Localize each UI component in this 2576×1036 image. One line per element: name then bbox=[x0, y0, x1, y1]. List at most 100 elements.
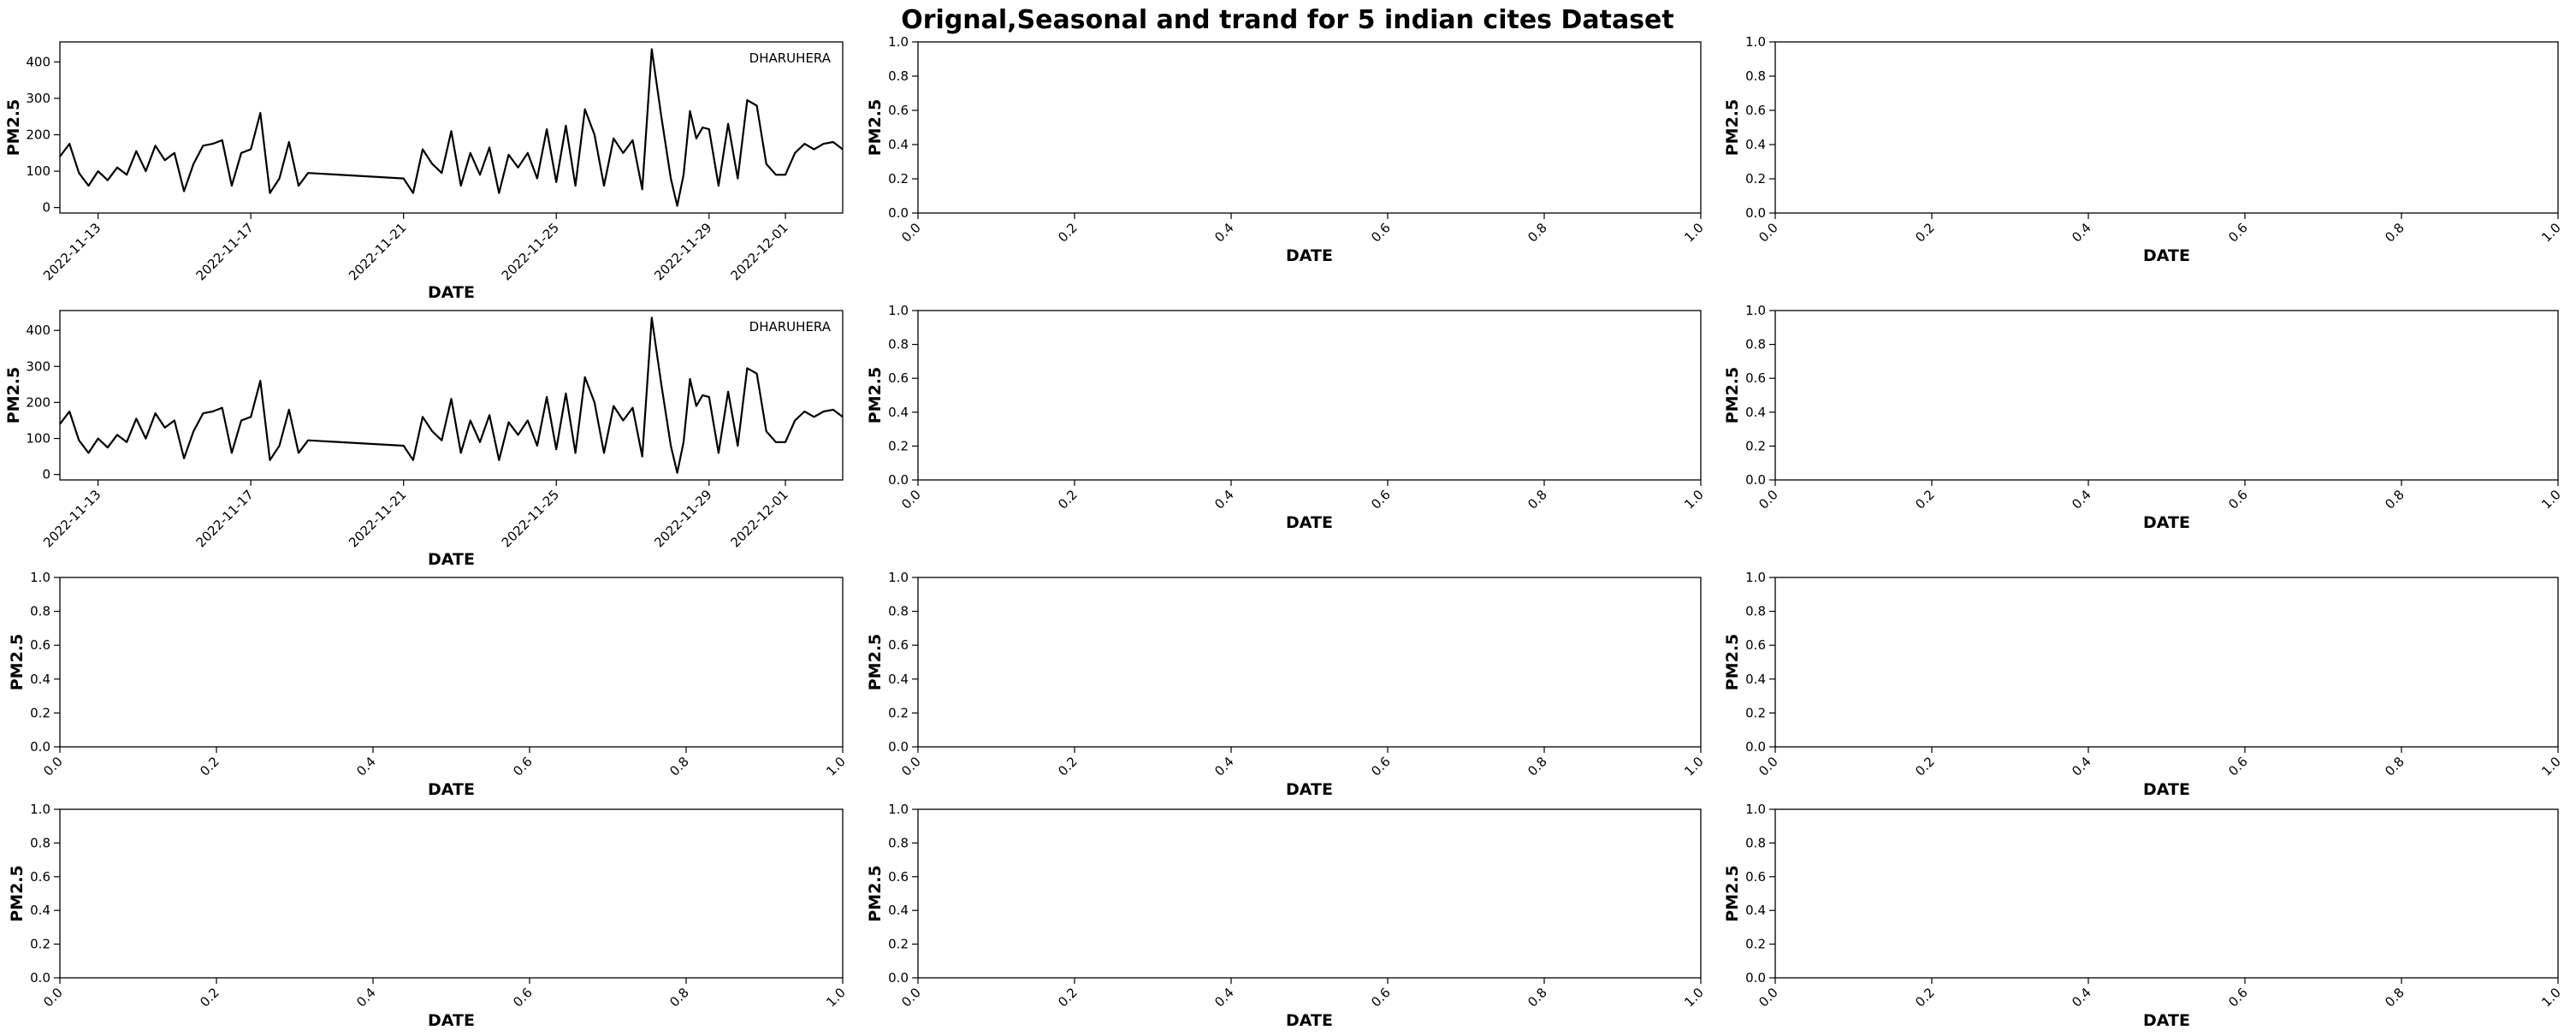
x-tick-label: 0.6 bbox=[2225, 754, 2251, 779]
y-tick-label: 100 bbox=[26, 431, 50, 447]
x-tick-label: 0.0 bbox=[898, 754, 924, 779]
x-tick-label: 0.8 bbox=[1525, 985, 1550, 1010]
legend-label: DHARUHERA bbox=[749, 319, 832, 334]
y-tick-label: 0.2 bbox=[1745, 438, 1766, 453]
y-tick-label: 0 bbox=[42, 200, 50, 216]
x-tick-label: 0.2 bbox=[1912, 985, 1938, 1010]
y-tick-label: 400 bbox=[26, 323, 50, 338]
x-axis-label: DATE bbox=[1286, 513, 1333, 532]
y-tick-label: 0.2 bbox=[1745, 705, 1766, 720]
x-tick-label: 0.4 bbox=[1211, 754, 1237, 779]
y-tick-label: 0.2 bbox=[1745, 171, 1766, 186]
subplot-row4-col1: 0.0 0.2 0.4 0.6 0.8 1.0 0.0 0.2 0.4 0.6 0.8 1.0 DATE… bbox=[8, 802, 849, 1030]
x-tick-label: 0.6 bbox=[2225, 487, 2251, 512]
y-axis-label: PM2.5 bbox=[1723, 99, 1742, 157]
y-tick-label: 0.8 bbox=[30, 604, 50, 619]
y-tick-label: 0.4 bbox=[1745, 137, 1766, 152]
y-tick-label: 0.6 bbox=[1745, 869, 1766, 885]
x-tick-label: 0.2 bbox=[1055, 754, 1081, 779]
y-tick-label: 0.6 bbox=[888, 869, 909, 885]
y-tick-label: 0.0 bbox=[888, 472, 909, 488]
x-tick-label: 2022-11-29 bbox=[651, 220, 714, 283]
y-tick-label: 0.4 bbox=[1745, 672, 1766, 687]
y-tick-label: 0.2 bbox=[888, 937, 909, 952]
x-tick-label: 0.8 bbox=[1525, 220, 1550, 246]
x-tick-label: 0.2 bbox=[1912, 754, 1938, 779]
x-tick-label: 0.8 bbox=[2382, 754, 2407, 779]
x-axis-label: DATE bbox=[428, 283, 475, 302]
y-tick-label: 400 bbox=[26, 54, 50, 69]
subplot-row4-col2: 0.0 0.2 0.4 0.6 0.8 1.0 0.0 0.2 0.4 0.6 0.8 1.0 DATE… bbox=[866, 802, 1707, 1030]
y-tick-label: 0.4 bbox=[1745, 405, 1766, 420]
x-tick-label: 2022-11-13 bbox=[40, 487, 104, 550]
y-axis-label: PM2.5 bbox=[866, 99, 885, 157]
x-tick-label: 0.8 bbox=[666, 985, 692, 1010]
y-axis-label: PM2.5 bbox=[1723, 634, 1742, 691]
y-tick-label: 0.8 bbox=[1745, 337, 1766, 352]
x-tick-label: 1.0 bbox=[823, 985, 849, 1010]
series-line-0 bbox=[59, 317, 844, 474]
y-tick-label: 1.0 bbox=[1745, 570, 1766, 585]
x-tick-label: 0.4 bbox=[2069, 754, 2094, 779]
figure-title: Orignal,Seasonal and trand for 5 indian … bbox=[901, 5, 1674, 35]
y-axis-label: PM2.5 bbox=[866, 367, 885, 424]
x-tick-label: 0.0 bbox=[40, 985, 66, 1010]
x-tick-label: 1.0 bbox=[2538, 220, 2564, 246]
x-tick-label: 0.0 bbox=[1756, 985, 1781, 1010]
y-tick-label: 0.6 bbox=[888, 103, 909, 118]
y-tick-label: 0.4 bbox=[888, 137, 909, 152]
axes-frame bbox=[1774, 310, 2559, 481]
y-tick-label: 0.2 bbox=[1745, 937, 1766, 952]
x-tick-label: 0.4 bbox=[1211, 220, 1237, 246]
y-tick-label: 0.0 bbox=[888, 739, 909, 755]
x-tick-label: 0.8 bbox=[2382, 985, 2407, 1010]
x-tick-label: 1.0 bbox=[1681, 754, 1707, 779]
x-tick-label: 0.4 bbox=[1211, 487, 1237, 512]
x-tick-label: 0.2 bbox=[197, 754, 222, 779]
y-tick-label: 0.2 bbox=[888, 438, 909, 453]
subplot-row4-col3: 0.0 0.2 0.4 0.6 0.8 1.0 0.0 0.2 0.4 0.6 0.8 1.0 DATE… bbox=[1723, 802, 2564, 1030]
y-tick-label: 0.4 bbox=[888, 903, 909, 918]
x-tick-label: 0.2 bbox=[197, 985, 222, 1010]
x-axis-label: DATE bbox=[428, 550, 475, 569]
y-tick-label: 0.2 bbox=[888, 705, 909, 720]
axes-frame bbox=[1774, 577, 2559, 748]
y-tick-label: 0.8 bbox=[1745, 68, 1766, 84]
x-tick-label: 2022-11-13 bbox=[40, 220, 104, 283]
axes-frame bbox=[917, 577, 1702, 748]
y-tick-label: 0.0 bbox=[1745, 739, 1766, 755]
axes-frame bbox=[917, 41, 1702, 214]
legend-label: DHARUHERA bbox=[749, 50, 832, 66]
y-tick-label: 0 bbox=[42, 467, 50, 482]
x-tick-label: 0.2 bbox=[1055, 220, 1081, 246]
y-axis-label: PM2.5 bbox=[8, 865, 27, 922]
x-axis-label: DATE bbox=[1286, 780, 1333, 799]
subplot-row3-col3: 0.0 0.2 0.4 0.6 0.8 1.0 0.0 0.2 0.4 0.6 0.8 1.0 DATE… bbox=[1723, 570, 2564, 799]
axes-frame bbox=[917, 310, 1702, 481]
y-tick-label: 0.6 bbox=[1745, 103, 1766, 118]
x-tick-label: 0.2 bbox=[1912, 220, 1938, 246]
y-axis-label: PM2.5 bbox=[1723, 367, 1742, 424]
subplot-row3-col2: 0.0 0.2 0.4 0.6 0.8 1.0 0.0 0.2 0.4 0.6 0.8 1.0 DATE… bbox=[866, 570, 1707, 799]
x-tick-label: 0.0 bbox=[1756, 754, 1781, 779]
x-tick-label: 0.0 bbox=[1756, 220, 1781, 246]
x-tick-label: 0.6 bbox=[510, 985, 536, 1010]
y-tick-label: 0.0 bbox=[30, 970, 50, 986]
y-tick-label: 0.8 bbox=[1745, 835, 1766, 850]
y-tick-label: 0.0 bbox=[888, 970, 909, 986]
y-tick-label: 0.0 bbox=[1745, 205, 1766, 221]
y-tick-label: 0.6 bbox=[30, 869, 50, 885]
x-tick-label: 0.8 bbox=[2382, 220, 2407, 246]
y-tick-label: 0.4 bbox=[30, 672, 50, 687]
y-tick-label: 200 bbox=[26, 127, 50, 143]
x-tick-label: 0.6 bbox=[1368, 487, 1394, 512]
x-tick-label: 2022-11-29 bbox=[651, 487, 714, 550]
subplot-row3-col1: 0.0 0.2 0.4 0.6 0.8 1.0 0.0 0.2 0.4 0.6 0.8 1.0 DATE… bbox=[8, 570, 849, 799]
y-tick-label: 200 bbox=[26, 394, 50, 410]
y-axis-label: PM2.5 bbox=[1723, 865, 1742, 922]
y-tick-label: 1.0 bbox=[888, 570, 909, 585]
x-tick-label: 2022-11-25 bbox=[499, 487, 562, 550]
axes-frame bbox=[1774, 41, 2559, 214]
y-tick-label: 1.0 bbox=[1745, 34, 1766, 50]
x-tick-label: 0.0 bbox=[898, 487, 924, 512]
